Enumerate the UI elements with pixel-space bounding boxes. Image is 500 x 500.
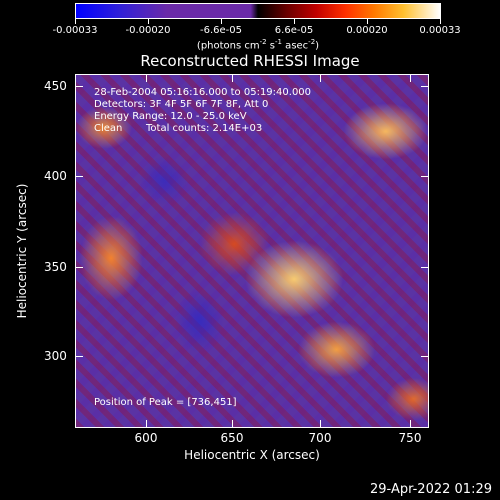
x-tick (232, 420, 233, 428)
y-tick-right (421, 176, 429, 177)
colorbar-label: 6.6e-05 (274, 25, 314, 36)
colorbar-tick (294, 19, 295, 24)
y-tick-label: 400 (44, 169, 67, 183)
x-tick-label: 700 (308, 431, 332, 445)
detectors-text: Detectors: 3F 4F 5F 6F 7F 8F, Att 0 (94, 99, 269, 110)
y-tick-label: 300 (44, 349, 67, 363)
x-tick-top (232, 74, 233, 82)
colorbar-units: (photons cm-2 s-1 asec-2) (196, 38, 320, 52)
y-tick-right (421, 356, 429, 357)
x-tick-label: 750 (398, 431, 422, 445)
x-tick-top (410, 74, 411, 82)
x-tick-top (320, 74, 321, 82)
y-axis-title: Heliocentric Y (arcsec) (15, 183, 29, 319)
x-axis-title: Heliocentric X (arcsec) (184, 448, 320, 462)
colorbar-tick (75, 19, 76, 24)
y-tick (75, 176, 83, 177)
y-tick-right (421, 267, 429, 268)
y-tick-label: 350 (44, 260, 67, 274)
x-tick-top (146, 74, 147, 82)
x-tick (410, 420, 411, 428)
x-tick-label: 600 (134, 431, 158, 445)
colorbar-label: 0.00020 (346, 25, 388, 36)
colorbar-label: -6.6e-05 (200, 25, 242, 36)
rhessi-image: 28-Feb-2004 05:16:16.000 to 05:19:40.000… (75, 74, 429, 428)
colorbar-tick (221, 19, 222, 24)
x-tick (146, 420, 147, 428)
time-range-text: 28-Feb-2004 05:16:16.000 to 05:19:40.000 (94, 87, 312, 98)
colorbar (75, 3, 441, 19)
total-counts-text: Total counts: 2.14E+03 (146, 123, 263, 134)
colorbar-label: -0.00020 (125, 25, 171, 36)
x-tick-label: 650 (220, 431, 244, 445)
y-tick (75, 356, 83, 357)
y-tick-right (421, 86, 429, 87)
plot-title: Reconstructed RHESSI Image (140, 52, 360, 70)
energy-range-text: Energy Range: 12.0 - 25.0 keV (94, 111, 247, 122)
colorbar-label: 0.00033 (419, 25, 461, 36)
colorbar-tick (148, 19, 149, 24)
clean-text: Clean (94, 123, 123, 134)
y-tick-label: 450 (44, 79, 67, 93)
colorbar-tick (367, 19, 368, 24)
render-timestamp: 29-Apr-2022 01:29 (370, 482, 492, 497)
x-tick (320, 420, 321, 428)
peak-position-text: Position of Peak = [736,451] (94, 397, 237, 408)
y-tick (75, 86, 83, 87)
y-tick (75, 267, 83, 268)
colorbar-label: -0.00033 (52, 25, 98, 36)
colorbar-tick (440, 19, 441, 24)
